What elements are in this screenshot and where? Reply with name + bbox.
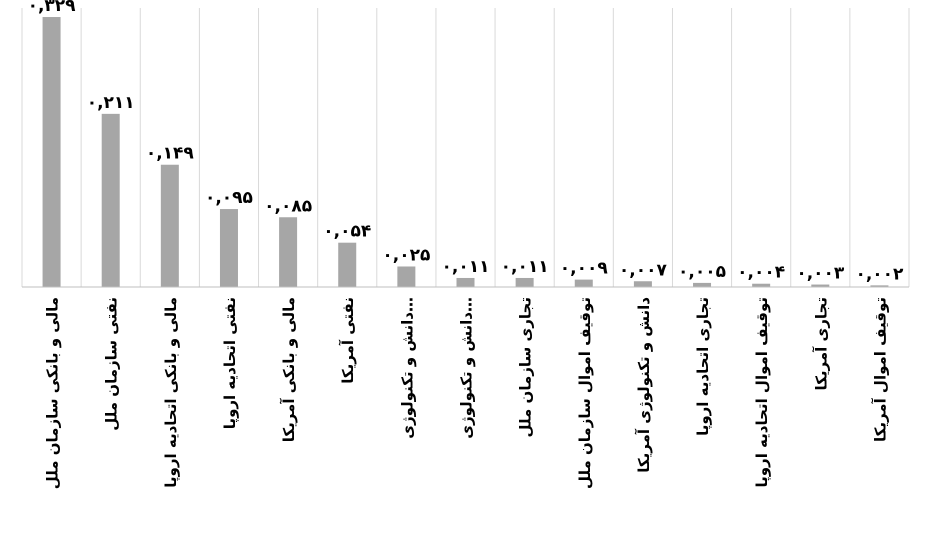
bar-9: [574, 279, 593, 287]
value-label-9: ۰,۰۰۹: [560, 259, 609, 279]
category-label-13: تجاری آمریکا: [812, 297, 830, 390]
value-label-6: ۰,۰۲۵: [382, 245, 430, 265]
bar-11: [693, 282, 712, 287]
category-label-3: نفتی اتحادیه اروپا: [221, 297, 240, 429]
category-label-11: تجاری اتحادیه اروپا: [694, 297, 713, 436]
value-label-10: ۰,۰۰۷: [619, 260, 668, 280]
value-label-12: ۰,۰۰۴: [737, 263, 785, 283]
bar-5: [338, 242, 357, 287]
category-label-4: مالی و بانکی آمریکا: [280, 297, 298, 442]
category-label-9: توقیف اموال سازمان ملل: [576, 297, 594, 489]
bar-4: [279, 217, 298, 287]
gridlines: [21, 8, 910, 287]
category-label-5: نفتی آمریکا: [339, 297, 357, 384]
category-label-12: توقیف اموال اتحادیه اروپا: [753, 297, 772, 488]
value-label-0: ۰,۳۲۹: [28, 0, 77, 16]
category-label-7: دانش و تکنولوژی…: [458, 297, 476, 439]
value-labels: ۰,۳۲۹ ۰,۲۱۱ ۰,۱۴۹ ۰,۰۹۵ ۰,۰۸۵ ۰,۰۵۴ ۰,۰۲۵ ۰,۰۱۱…: [28, 0, 904, 284]
bar-13: [811, 284, 830, 287]
value-label-4: ۰,۰۸۵: [264, 196, 312, 216]
value-label-1: ۰,۲۱۱: [87, 93, 135, 113]
category-label-2: مالی و بانکی اتحادیه اروپا: [162, 297, 181, 488]
category-label-14: توقیف اموال آمریکا: [871, 297, 889, 442]
bar-0: [42, 17, 61, 288]
category-label-6: دانش و تکنولوژی…: [398, 297, 416, 439]
value-label-8: ۰,۰۱۱: [501, 257, 549, 277]
value-label-14: ۰,۰۰۲: [855, 264, 904, 284]
bar-10: [633, 281, 652, 287]
value-label-3: ۰,۰۹۵: [205, 188, 253, 208]
bar-1: [101, 113, 120, 287]
value-label-13: ۰,۰۰۳: [796, 264, 845, 284]
bar-8: [515, 277, 534, 287]
category-label-10: دانش و تکنولوژی آمریکا: [635, 297, 653, 473]
value-label-5: ۰,۰۵۴: [323, 222, 371, 242]
bar-6: [397, 266, 416, 287]
bar-14: [870, 285, 889, 287]
bar-7: [456, 277, 475, 287]
value-label-2: ۰,۱۴۹: [146, 144, 195, 164]
category-label-1: نفتی سازمان ملل: [103, 297, 121, 431]
category-label-0: مالی و بانکی سازمان ملل: [44, 297, 62, 489]
bar-2: [160, 164, 179, 287]
bar-3: [219, 209, 238, 287]
category-labels: مالی و بانکی سازمان ملل نفتی سازمان ملل ما…: [44, 297, 890, 490]
bar-12: [752, 283, 771, 287]
category-label-8: تجاری سازمان ملل: [517, 297, 535, 437]
value-label-7: ۰,۰۱۱: [442, 257, 490, 277]
value-label-11: ۰,۰۰۵: [678, 262, 726, 282]
bars: [42, 17, 889, 288]
